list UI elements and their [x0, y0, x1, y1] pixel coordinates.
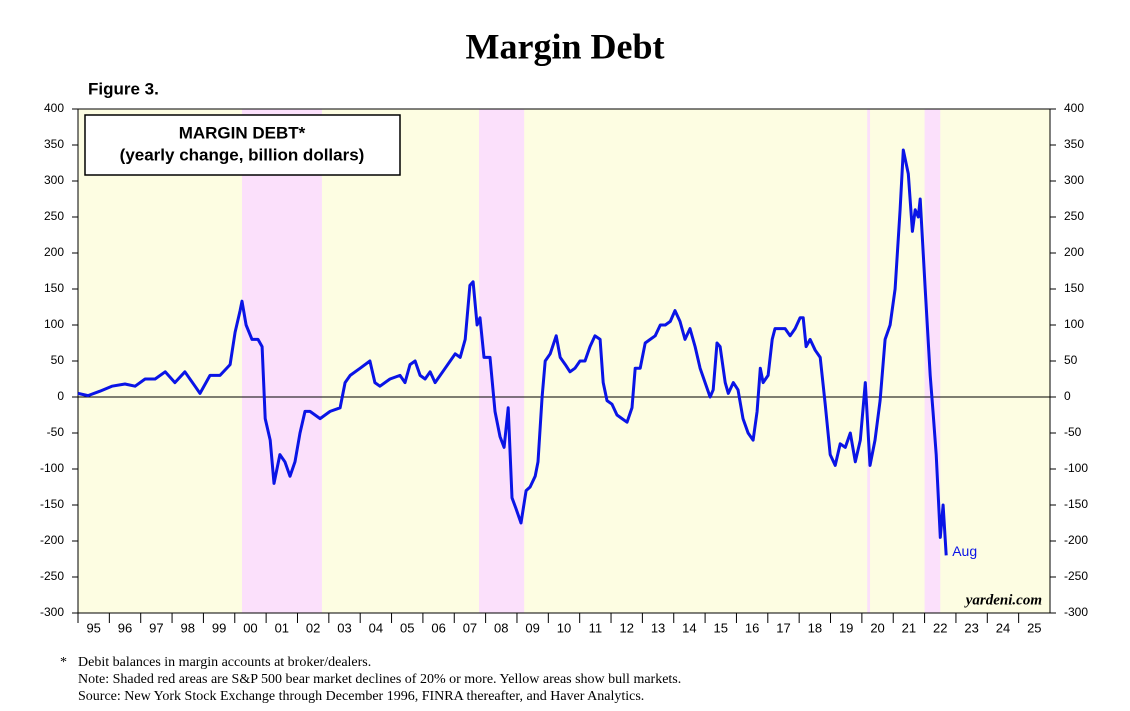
y-tick-label: -200: [40, 533, 64, 547]
y-tick-label-right: -250: [1064, 569, 1088, 583]
x-tick-label: 16: [745, 620, 759, 635]
y-tick-label: 50: [51, 353, 65, 367]
y-tick-label-right: 100: [1064, 317, 1084, 331]
x-tick-label: 95: [86, 620, 100, 635]
x-tick-label: 17: [776, 620, 790, 635]
x-tick-label: 05: [400, 620, 414, 635]
x-tick-label: 04: [369, 620, 383, 635]
y-tick-label-right: 400: [1064, 101, 1084, 115]
x-tick-label: 24: [996, 620, 1010, 635]
x-tick-label: 15: [714, 620, 728, 635]
y-tick-label: 100: [44, 317, 64, 331]
y-tick-label: 200: [44, 245, 64, 259]
y-tick-label-right: 150: [1064, 281, 1084, 295]
y-tick-label: 250: [44, 209, 64, 223]
x-tick-label: 03: [337, 620, 351, 635]
y-tick-label-right: -200: [1064, 533, 1088, 547]
y-tick-label: -300: [40, 605, 64, 619]
legend-line: (yearly change, billion dollars): [120, 145, 365, 164]
x-tick-label: 18: [808, 620, 822, 635]
y-tick-label-right: 50: [1064, 353, 1078, 367]
x-tick-label: 00: [243, 620, 257, 635]
y-tick-label: -100: [40, 461, 64, 475]
y-tick-label-right: -100: [1064, 461, 1088, 475]
x-tick-label: 97: [149, 620, 163, 635]
watermark: yardeni.com: [964, 592, 1042, 608]
x-tick-label: 01: [275, 620, 289, 635]
footnote: Debit balances in margin accounts at bro…: [78, 655, 371, 670]
chart-title: Margin Debt: [466, 26, 665, 66]
y-tick-label: 400: [44, 101, 64, 115]
legend-box: [84, 114, 401, 176]
x-tick-label: 98: [181, 620, 195, 635]
x-tick-label: 12: [619, 620, 633, 635]
x-tick-label: 06: [431, 620, 445, 635]
y-tick-label: -50: [47, 425, 65, 439]
y-tick-label: -250: [40, 569, 64, 583]
x-tick-label: 14: [682, 620, 696, 635]
y-tick-label: 300: [44, 173, 64, 187]
x-tick-label: 10: [557, 620, 571, 635]
x-tick-label: 09: [525, 620, 539, 635]
x-tick-label: 08: [494, 620, 508, 635]
y-tick-label: 150: [44, 281, 64, 295]
y-tick-label-right: -150: [1064, 497, 1088, 511]
x-tick-label: 11: [589, 620, 603, 635]
y-tick-label-right: -300: [1064, 605, 1088, 619]
y-tick-label-right: -50: [1064, 425, 1082, 439]
x-tick-label: 02: [306, 620, 320, 635]
x-tick-label: 20: [870, 620, 884, 635]
x-tick-label: 96: [118, 620, 132, 635]
y-tick-label-right: 350: [1064, 137, 1084, 151]
y-tick-label: -150: [40, 497, 64, 511]
bear-market-shade: [479, 109, 525, 613]
y-tick-label-right: 250: [1064, 209, 1084, 223]
y-tick-label: 350: [44, 137, 64, 151]
x-tick-label: 07: [463, 620, 477, 635]
footnote: Source: New York Stock Exchange through …: [78, 689, 644, 704]
end-label: Aug: [952, 543, 977, 559]
footnote-marker: *: [60, 655, 67, 670]
x-tick-label: 21: [902, 620, 916, 635]
x-tick-label: 25: [1027, 620, 1041, 635]
y-tick-label-right: 200: [1064, 245, 1084, 259]
x-tick-label: 99: [212, 620, 226, 635]
bear-market-shade: [241, 109, 322, 613]
figure-label: Figure 3.: [88, 79, 159, 98]
y-tick-label-right: 0: [1064, 389, 1071, 403]
bear-market-shade: [924, 109, 941, 613]
x-tick-label: 19: [839, 620, 853, 635]
y-tick-label-right: 300: [1064, 173, 1084, 187]
footnote: Note: Shaded red areas are S&P 500 bear …: [78, 672, 681, 687]
x-tick-label: 22: [933, 620, 947, 635]
x-tick-label: 23: [964, 620, 978, 635]
bear-market-shade: [867, 109, 871, 613]
y-tick-label: 0: [57, 389, 64, 403]
data-line: [77, 148, 948, 556]
x-tick-label: 13: [651, 620, 665, 635]
legend-line: MARGIN DEBT*: [179, 123, 306, 142]
